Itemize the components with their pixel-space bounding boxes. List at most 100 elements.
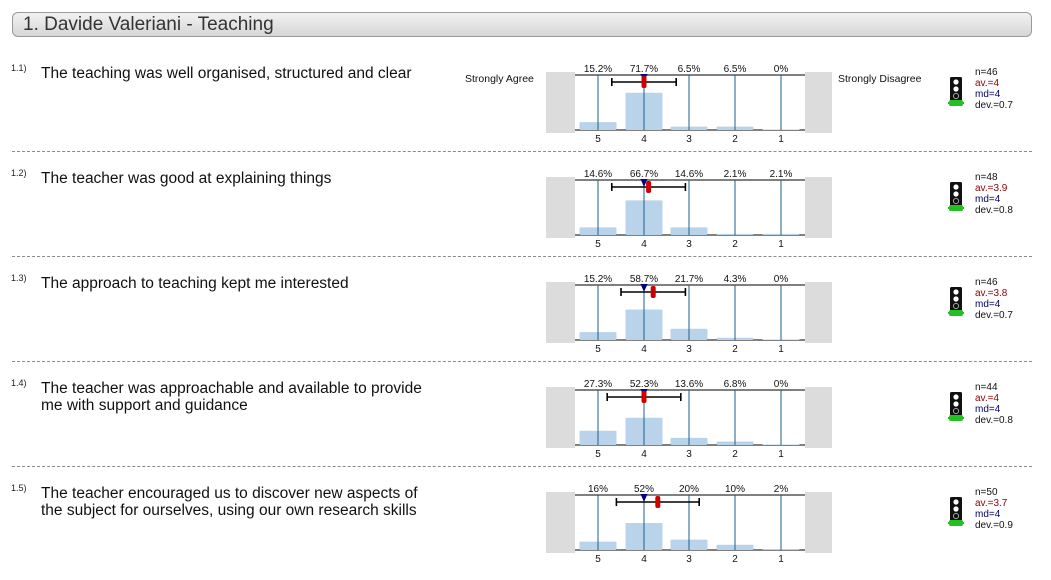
tick-label: 2 <box>732 134 738 145</box>
tick-label: 2 <box>732 239 738 250</box>
tick-label: 3 <box>686 239 692 250</box>
tick-label: 3 <box>686 344 692 355</box>
stat-av: av.=3.7 <box>975 498 1008 509</box>
percent-label: 58.7% <box>630 274 658 285</box>
question-text: The teacher was good at explaining thing… <box>41 170 332 187</box>
mean-marker <box>641 391 647 403</box>
question-row: 1.1) The teaching was well organised, str… <box>0 55 1051 160</box>
side-panel-right <box>805 492 832 553</box>
percent-label: 2% <box>774 484 789 495</box>
section-divider <box>12 361 1032 362</box>
median-marker <box>640 494 648 502</box>
section-header: 1. Davide Valeriani - Teaching <box>12 12 1032 37</box>
tick-label: 5 <box>595 239 601 250</box>
question-number: 1.1) <box>11 63 27 73</box>
stat-md: md=4 <box>975 404 1001 415</box>
tick-label: 2 <box>732 449 738 460</box>
statistics-block: n=50 av.=3.7 md=4 dev.=0.9 <box>975 487 1013 531</box>
question-number: 1.3) <box>11 273 27 283</box>
statistics-block: n=46 av.=4 md=4 dev.=0.7 <box>975 67 1013 111</box>
percent-label: 52.3% <box>630 379 658 390</box>
tick-label: 5 <box>595 344 601 355</box>
stat-n: n=48 <box>975 172 998 183</box>
traffic-light-icon <box>948 287 964 316</box>
tick-label: 4 <box>641 134 647 145</box>
percent-label: 0% <box>774 64 789 75</box>
traffic-light-icon <box>948 497 964 526</box>
section-divider <box>12 466 1032 467</box>
scale-right-anchor: Strongly Disagree <box>838 73 922 85</box>
stat-n: n=50 <box>975 487 998 498</box>
question-row: 1.3) The approach to teaching kept me int… <box>0 265 1051 370</box>
distribution-chart: 27.3% 52.3% 13.6% 6.8% 0% 5 4 3 2 1 <box>546 379 832 460</box>
tick-label: 4 <box>641 554 647 565</box>
percent-label: 2.1% <box>770 169 793 180</box>
tick-label: 3 <box>686 449 692 460</box>
section-divider <box>12 256 1032 257</box>
side-panel-left <box>546 282 575 343</box>
tick-label: 1 <box>778 554 784 565</box>
side-panel-right <box>805 72 832 133</box>
statistics-block: n=44 av.=4 md=4 dev.=0.8 <box>975 382 1013 426</box>
percent-label: 6.5% <box>724 64 747 75</box>
question-text: The approach to teaching kept me interes… <box>41 275 349 292</box>
stat-n: n=44 <box>975 382 998 393</box>
stat-md: md=4 <box>975 194 1001 205</box>
distribution-chart: 16% 52% 20% 10% 2% 5 4 3 2 1 <box>546 484 832 565</box>
side-panel-left <box>546 387 575 448</box>
statistics-block: n=48 av.=3.9 md=4 dev.=0.8 <box>975 172 1013 216</box>
median-marker <box>640 179 648 187</box>
percent-label: 21.7% <box>675 274 703 285</box>
side-panel-left <box>546 72 575 133</box>
stat-n: n=46 <box>975 67 998 78</box>
mean-marker <box>641 76 647 88</box>
question-number: 1.5) <box>11 483 27 493</box>
percent-label: 16% <box>588 484 608 495</box>
tick-label: 1 <box>778 344 784 355</box>
percent-label: 4.3% <box>724 274 747 285</box>
stat-dev: dev.=0.7 <box>975 100 1013 111</box>
tick-label: 1 <box>778 239 784 250</box>
percent-label: 0% <box>774 379 789 390</box>
question-row: 1.4) The teacher was approachable and ava… <box>0 370 1051 475</box>
percent-label: 13.6% <box>675 379 703 390</box>
question-number: 1.4) <box>11 378 27 388</box>
distribution-chart: 14.6% 66.7% 14.6% 2.1% 2.1% 5 4 3 2 1 <box>546 169 832 250</box>
section-divider <box>12 151 1032 152</box>
question-text: The teaching was well organised, structu… <box>41 65 412 82</box>
tick-label: 5 <box>595 134 601 145</box>
distribution-chart: 15.2% 71.7% 6.5% 6.5% 0% 5 4 3 2 1 <box>546 64 832 145</box>
statistics-block: n=46 av.=3.8 md=4 dev.=0.7 <box>975 277 1013 321</box>
percent-label: 6.5% <box>678 64 701 75</box>
stat-av: av.=3.8 <box>975 288 1008 299</box>
stat-av: av.=4 <box>975 393 999 404</box>
traffic-light-icon <box>948 77 964 106</box>
percent-label: 0% <box>774 274 789 285</box>
scale-left-anchor: Strongly Agree <box>465 73 534 85</box>
mean-marker <box>650 286 656 298</box>
tick-label: 3 <box>686 134 692 145</box>
tick-label: 2 <box>732 344 738 355</box>
traffic-light-icon <box>948 392 964 421</box>
percent-label: 6.8% <box>724 379 747 390</box>
percent-label: 14.6% <box>584 169 612 180</box>
percent-label: 2.1% <box>724 169 747 180</box>
tick-label: 4 <box>641 344 647 355</box>
stat-dev: dev.=0.7 <box>975 310 1013 321</box>
stat-md: md=4 <box>975 89 1001 100</box>
side-panel-left <box>546 177 575 238</box>
percent-label: 15.2% <box>584 274 612 285</box>
question-row: 1.2) The teacher was good at explaining t… <box>0 160 1051 265</box>
question-row: 1.5) The teacher encouraged us to discove… <box>0 475 1051 580</box>
tick-label: 5 <box>595 449 601 460</box>
mean-marker <box>655 496 661 508</box>
side-panel-right <box>805 387 832 448</box>
percent-label: 52% <box>634 484 654 495</box>
tick-label: 4 <box>641 449 647 460</box>
side-panel-right <box>805 282 832 343</box>
question-text: The teacher was approachable and availab… <box>41 380 422 414</box>
stat-dev: dev.=0.9 <box>975 520 1013 531</box>
stat-av: av.=4 <box>975 78 999 89</box>
tick-label: 3 <box>686 554 692 565</box>
stat-md: md=4 <box>975 509 1001 520</box>
